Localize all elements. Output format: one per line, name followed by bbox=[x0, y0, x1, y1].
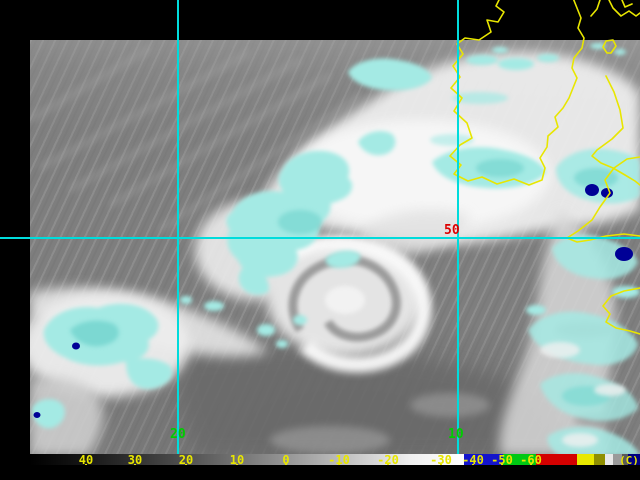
colorbar-segment bbox=[503, 454, 536, 467]
brittany-coastline bbox=[602, 287, 640, 335]
temperature-colorbar: 40 30 20 10 0 -10 -20 -30 -40 -50 -60 (C) bbox=[0, 454, 640, 467]
colorbar-segment bbox=[628, 454, 640, 467]
graticule-vertical-line bbox=[177, 0, 179, 467]
ireland-coastline bbox=[449, 0, 585, 186]
colorbar-tick-label: 10 bbox=[229, 453, 245, 467]
colorbar-segment bbox=[594, 454, 605, 467]
cloud-wisp bbox=[410, 393, 490, 417]
colorbar-tick-label: -20 bbox=[377, 453, 399, 467]
cloud-highlights bbox=[540, 342, 626, 447]
cyclone-bright-band bbox=[262, 235, 432, 373]
cloud-wisp bbox=[270, 426, 390, 454]
longitude-label-10: 10 bbox=[448, 427, 464, 442]
colorbar-segment bbox=[577, 454, 594, 467]
cloud-blob bbox=[360, 210, 470, 255]
wales-coastline bbox=[591, 75, 640, 186]
cornwall-coastline bbox=[566, 156, 640, 243]
colorbar-segment bbox=[613, 454, 622, 467]
cirrus-streaks bbox=[30, 45, 362, 233]
graticule-horizontal-line bbox=[0, 237, 640, 239]
colorbar-tick-label: -10 bbox=[328, 453, 350, 467]
colorbar-tick-label: 40 bbox=[78, 453, 94, 467]
dark-sea-region bbox=[178, 351, 571, 456]
coastline-overlay bbox=[449, 0, 640, 335]
colorbar-tick-label: -40 bbox=[462, 453, 484, 467]
colorbar-segment bbox=[622, 454, 628, 467]
latitude-label-50: 50 bbox=[444, 223, 460, 238]
colorbar-tick-label: 30 bbox=[127, 453, 143, 467]
cloud-blob bbox=[30, 377, 104, 456]
scotland-coastline bbox=[590, 0, 640, 17]
colorbar-tick-label: -60 bbox=[520, 453, 542, 467]
coldest-cloud-spots bbox=[33, 184, 633, 418]
cyclone-center bbox=[325, 286, 365, 314]
colorbar-segment bbox=[464, 454, 503, 467]
cyclone-dry-slot bbox=[288, 255, 401, 342]
colorbar-segment bbox=[605, 454, 613, 467]
colorbar-tick-label: -50 bbox=[491, 453, 513, 467]
colorbar-segment bbox=[536, 454, 577, 467]
isle-of-man-coastline bbox=[602, 39, 617, 54]
cloud-imagery bbox=[30, 43, 640, 456]
colorbar-unit-label: (C) bbox=[619, 454, 639, 467]
longitude-label-20: 20 bbox=[170, 427, 186, 442]
colorbar-tick-label: -30 bbox=[430, 453, 452, 467]
colorbar-tick-label: 0 bbox=[282, 453, 290, 467]
colorbar-tick-label: 20 bbox=[178, 453, 194, 467]
graticule-vertical-line bbox=[457, 0, 459, 467]
colorbar-segment bbox=[30, 454, 464, 467]
status-bar: 1 0001 METEOSAT9 9 6 OCT 09279 000000 02… bbox=[0, 465, 640, 480]
